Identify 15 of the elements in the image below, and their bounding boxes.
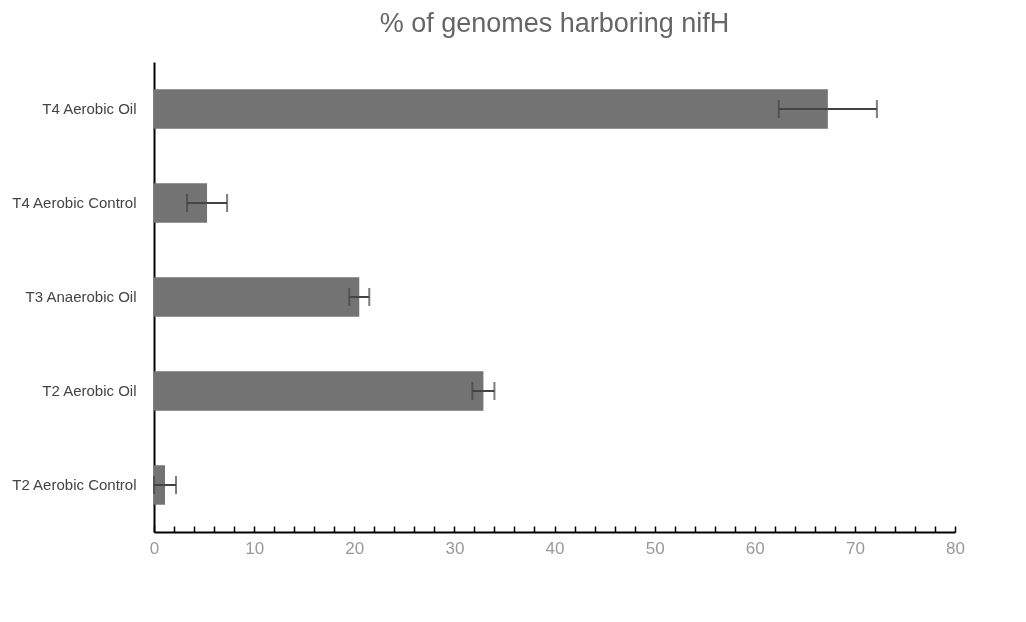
x-tick-label: 10 [245, 538, 265, 558]
y-tick-label: T4 Aerobic Oil [42, 100, 137, 117]
x-tick-label: 30 [445, 538, 465, 558]
x-tick-label: 60 [745, 538, 765, 558]
x-tick-label: 70 [845, 538, 865, 558]
y-tick-label: T4 Aerobic Control [12, 194, 137, 211]
x-tick-label: 80 [946, 538, 965, 558]
x-tick-label: 0 [149, 538, 160, 558]
y-tick-label: T2 Aerobic Oil [42, 382, 137, 399]
chart-title: % of genomes harboring nifH [379, 8, 730, 38]
x-tick-label: 20 [345, 538, 365, 558]
x-tick-label: 40 [545, 538, 565, 558]
y-tick-label: T3 Anaerobic Oil [25, 288, 137, 305]
x-tick-label: 50 [645, 538, 665, 558]
y-tick-label: T2 Aerobic Control [12, 476, 137, 493]
